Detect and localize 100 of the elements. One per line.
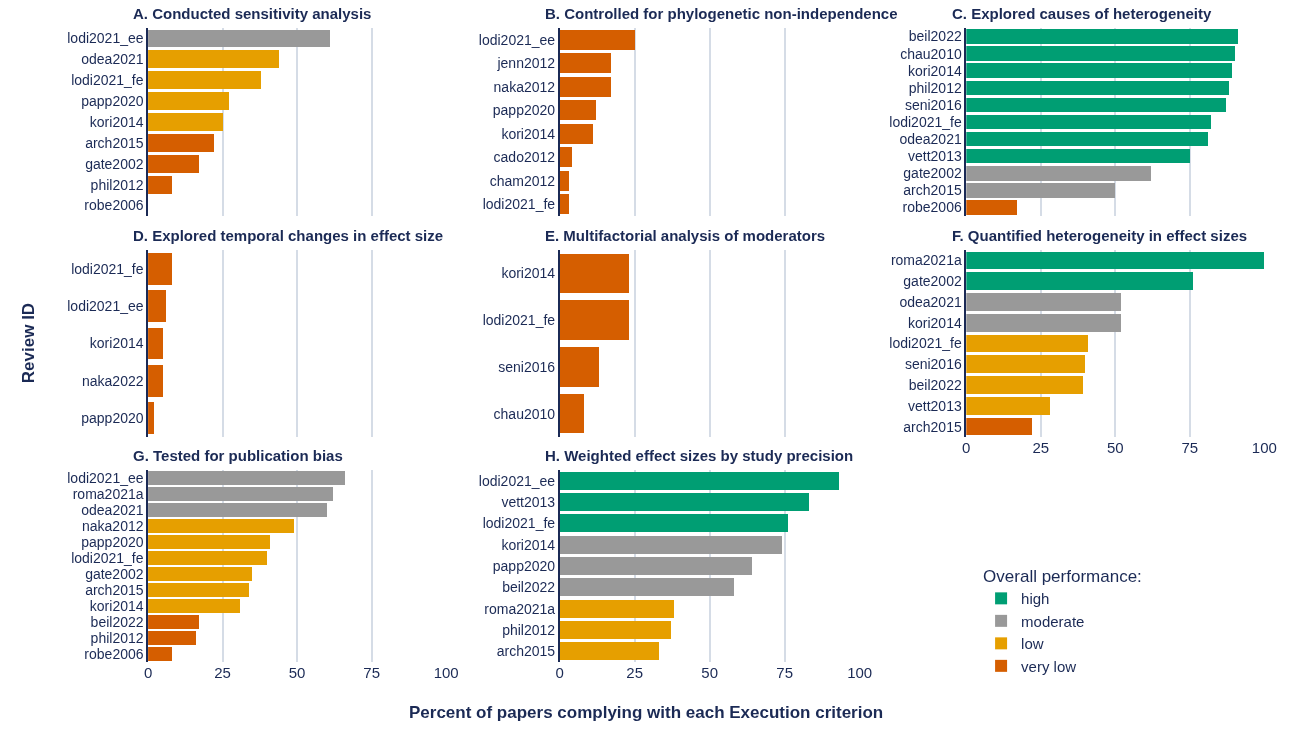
bar xyxy=(148,503,327,517)
bar xyxy=(966,29,1238,44)
bar xyxy=(966,355,1086,374)
y-tick-label: odea2021 xyxy=(899,293,962,310)
y-tick-label: papp2020 xyxy=(492,102,556,119)
y-tick-label: chau2010 xyxy=(493,405,556,422)
y-tick-label: kori2014 xyxy=(908,314,962,331)
chart-title: G. Tested for publication bias xyxy=(133,447,343,464)
bar xyxy=(148,519,295,533)
bar xyxy=(148,290,166,322)
chart-title: B. Controlled for phylogenetic non-independence xyxy=(545,5,898,22)
bar xyxy=(559,194,569,215)
bar xyxy=(966,376,1083,394)
chart-title: H. Weighted effect sizes by study precision xyxy=(545,447,854,464)
bar xyxy=(148,487,333,501)
y-tick-label: gate2002 xyxy=(903,273,962,290)
y-tick-label: phil2012 xyxy=(90,176,144,193)
y-tick-label: odea2021 xyxy=(81,51,144,68)
y-tick-label: odea2021 xyxy=(899,130,962,147)
bar xyxy=(559,471,839,490)
bar xyxy=(559,642,659,661)
x-tick-label: 50 xyxy=(288,664,306,681)
bar xyxy=(559,535,782,554)
bar xyxy=(559,100,596,121)
legend-label: very low xyxy=(1021,657,1077,675)
bar xyxy=(148,365,163,397)
y-tick-label: lodi2021_fe xyxy=(71,72,144,89)
legend-title: Overall performance: xyxy=(983,567,1142,587)
y-tick-label: naka2012 xyxy=(493,78,556,95)
bar xyxy=(148,327,163,360)
y-tick-label: robe2006 xyxy=(902,199,962,216)
y-tick-label: lodi2021_fe xyxy=(482,312,556,329)
y-tick-label: arch2015 xyxy=(496,643,556,660)
bar xyxy=(148,615,199,629)
bar xyxy=(966,313,1122,332)
bar xyxy=(966,397,1050,415)
chart-title: C. Explored causes of heterogeneity xyxy=(952,5,1212,22)
y-tick-label: lodi2021_fe xyxy=(482,196,556,213)
bar xyxy=(966,272,1193,290)
y-tick-label: lodi2021_fe xyxy=(71,260,144,277)
x-tick-label: 25 xyxy=(626,664,644,681)
y-tick-label: naka2022 xyxy=(82,372,144,389)
bar xyxy=(148,551,268,565)
legend-label: low xyxy=(1021,635,1044,653)
x-tick-label: 0 xyxy=(962,439,971,456)
x-tick-label: 100 xyxy=(433,664,459,681)
y-tick-label: robe2006 xyxy=(84,645,144,662)
y-tick-label: kori2014 xyxy=(89,597,144,614)
y-tick-label: seni2016 xyxy=(498,358,556,375)
bar xyxy=(559,620,671,640)
x-tick-label: 0 xyxy=(555,664,564,681)
y-tick-label: lodi2021_ee xyxy=(478,31,556,48)
y-tick-label: kori2014 xyxy=(501,125,556,142)
y-tick-label: arch2015 xyxy=(903,182,962,199)
y-tick-label: kori2014 xyxy=(908,62,962,79)
y-tick-label: phil2012 xyxy=(502,621,556,638)
y-tick-label: roma2021a xyxy=(890,252,962,269)
bar xyxy=(148,631,196,645)
bar xyxy=(559,53,611,74)
y-tick-label: arch2015 xyxy=(903,418,962,435)
bar xyxy=(559,492,809,512)
y-tick-label: jenn2012 xyxy=(496,55,556,72)
x-tick-label: 25 xyxy=(1032,439,1050,456)
y-tick-label: beil2022 xyxy=(502,579,556,596)
bar xyxy=(559,599,674,618)
bar xyxy=(148,599,241,613)
bar xyxy=(966,114,1211,130)
y-tick-label: robe2006 xyxy=(84,197,144,214)
y-tick-label: kori2014 xyxy=(501,536,556,553)
y-tick-label: arch2015 xyxy=(85,581,144,598)
bar xyxy=(148,175,172,194)
bar xyxy=(559,556,752,576)
legend-label: moderate xyxy=(1021,612,1085,630)
y-tick-label: lodi2021_ee xyxy=(478,472,556,489)
bar xyxy=(148,50,280,69)
bar xyxy=(966,251,1265,270)
y-tick-label: vett2013 xyxy=(908,148,962,165)
bar xyxy=(148,567,253,581)
bar xyxy=(148,92,229,110)
bar xyxy=(559,76,611,97)
y-tick-label: phil2012 xyxy=(90,629,144,646)
bar xyxy=(148,154,199,173)
y-tick-label: lodi2021_ee xyxy=(67,298,144,314)
y-tick-label: lodi2021_ee xyxy=(67,469,144,486)
chart-title: D. Explored temporal changes in effect size xyxy=(133,227,444,244)
y-tick-label: naka2012 xyxy=(82,517,144,534)
bar xyxy=(966,183,1116,198)
y-tick-label: vett2013 xyxy=(908,397,962,414)
x-tick-label: 75 xyxy=(776,664,794,681)
y-tick-label: seni2016 xyxy=(904,356,962,373)
bar xyxy=(966,200,1017,215)
bar xyxy=(559,170,569,191)
bar xyxy=(559,147,572,168)
y-tick-label: lodi2021_fe xyxy=(889,113,962,130)
y-tick-label: papp2020 xyxy=(492,557,556,574)
y-tick-label: cham2012 xyxy=(489,172,556,189)
chart-title: E. Multifactorial analysis of moderators xyxy=(545,227,826,244)
bar xyxy=(966,46,1235,61)
bar xyxy=(148,134,214,152)
x-tick-label: 100 xyxy=(1251,439,1277,456)
